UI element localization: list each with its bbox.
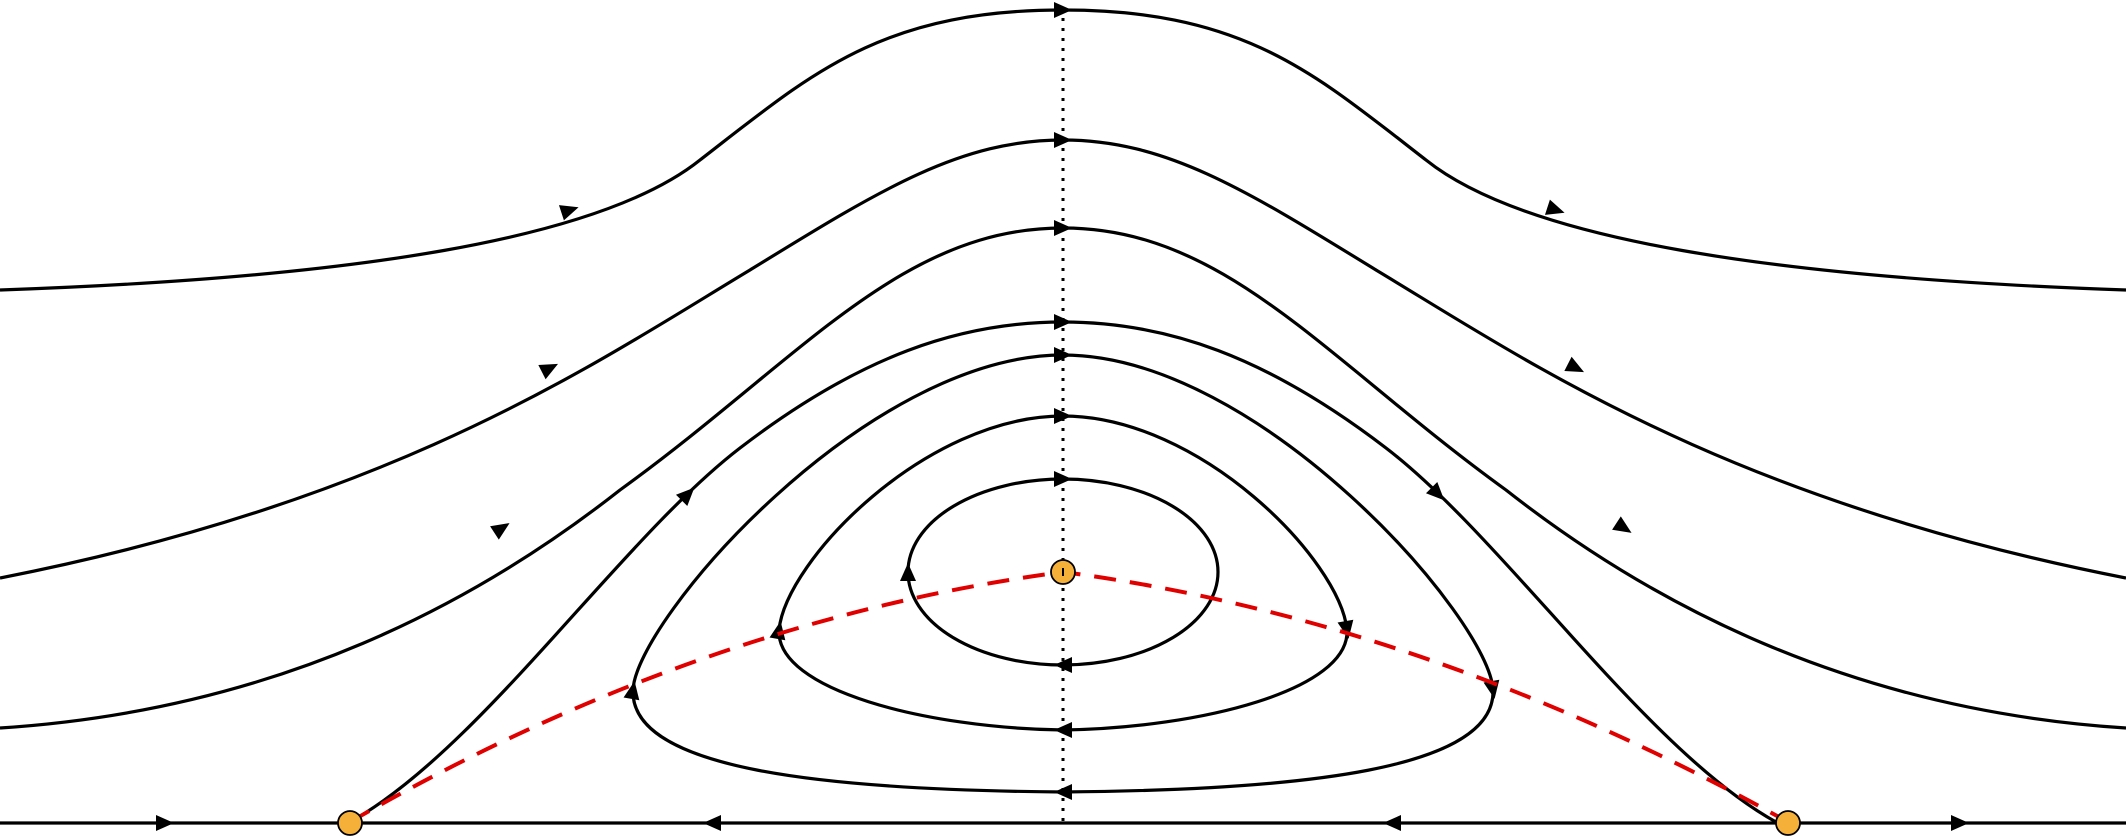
flow-arrow-icon (1054, 132, 1072, 148)
flow-arrow-icon (675, 487, 695, 507)
flow-arrow-icon (1054, 347, 1072, 363)
flow-arrow-icon (1054, 471, 1072, 487)
flow-arrow-icon (490, 523, 510, 540)
flow-arrow-icon (1383, 815, 1401, 831)
flow-arrow-icon (1951, 815, 1969, 831)
flow-arrow-icon (1564, 356, 1585, 373)
flow-arrow-icon (538, 363, 559, 380)
flow-arrow-icon (623, 681, 640, 701)
flow-arrow-icon (1054, 784, 1072, 800)
flow-arrow-icon (1054, 408, 1072, 424)
flow-arrow-icon (703, 815, 721, 831)
flow-arrow-icon (900, 563, 916, 581)
flow-arrow-icon (1054, 220, 1072, 236)
flow-arrow-icon (769, 621, 786, 641)
flow-arrow-icon (1544, 199, 1565, 215)
flow-arrow-icon (1054, 2, 1072, 18)
flow-arrow-icon (1054, 314, 1072, 330)
flow-arrow-icon (156, 815, 174, 831)
flow-arrow-icon (1054, 722, 1072, 738)
flow-arrow-icon (1425, 481, 1445, 501)
flow-arrow-icon (1054, 657, 1072, 673)
separation-curve (349, 569, 1789, 824)
flow-arrow-icon (1612, 516, 1632, 533)
flow-arrow-icon (558, 205, 579, 221)
fixed-point-right (1775, 810, 1801, 836)
fixed-point-left (337, 810, 363, 836)
